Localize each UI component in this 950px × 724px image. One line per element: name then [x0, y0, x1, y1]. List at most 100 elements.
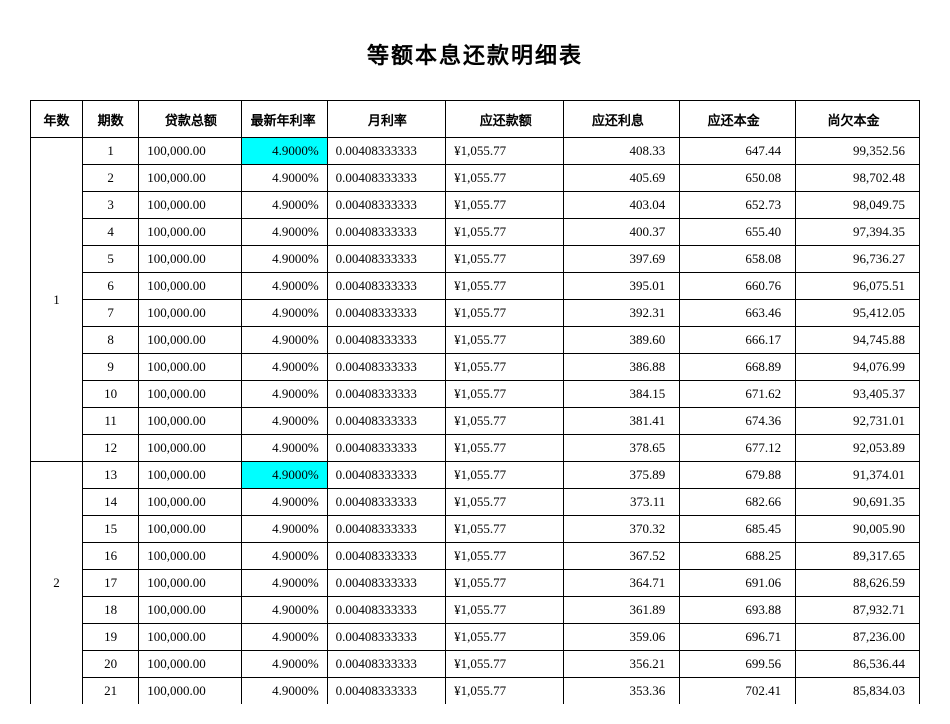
cell-prin: 652.73: [680, 192, 796, 219]
cell-bal: 93,405.37: [796, 381, 920, 408]
cell-prin: 682.66: [680, 489, 796, 516]
cell-prin: 693.88: [680, 597, 796, 624]
cell-period: 11: [83, 408, 139, 435]
cell-prin: 650.08: [680, 165, 796, 192]
cell-rate: 4.9000%: [241, 543, 327, 570]
col-header-loan: 贷款总额: [139, 101, 241, 138]
cell-pay: ¥1,055.77: [446, 354, 564, 381]
cell-prin: 666.17: [680, 327, 796, 354]
cell-int: 395.01: [564, 273, 680, 300]
cell-mrate: 0.00408333333: [327, 273, 445, 300]
cell-loan: 100,000.00: [139, 435, 241, 462]
cell-loan: 100,000.00: [139, 516, 241, 543]
cell-int: 392.31: [564, 300, 680, 327]
cell-pay: ¥1,055.77: [446, 381, 564, 408]
cell-mrate: 0.00408333333: [327, 327, 445, 354]
cell-mrate: 0.00408333333: [327, 624, 445, 651]
cell-pay: ¥1,055.77: [446, 138, 564, 165]
table-header-row: 年数 期数 贷款总额 最新年利率 月利率 应还款额 应还利息 应还本金 尚欠本金: [31, 101, 920, 138]
cell-prin: 688.25: [680, 543, 796, 570]
cell-mrate: 0.00408333333: [327, 192, 445, 219]
cell-period: 13: [83, 462, 139, 489]
cell-int: 375.89: [564, 462, 680, 489]
cell-bal: 90,005.90: [796, 516, 920, 543]
table-row: 4100,000.004.9000%0.00408333333¥1,055.77…: [31, 219, 920, 246]
cell-bal: 92,731.01: [796, 408, 920, 435]
table-row: 2100,000.004.9000%0.00408333333¥1,055.77…: [31, 165, 920, 192]
table-row: 18100,000.004.9000%0.00408333333¥1,055.7…: [31, 597, 920, 624]
cell-pay: ¥1,055.77: [446, 543, 564, 570]
cell-int: 381.41: [564, 408, 680, 435]
cell-loan: 100,000.00: [139, 462, 241, 489]
cell-prin: 674.36: [680, 408, 796, 435]
cell-pay: ¥1,055.77: [446, 327, 564, 354]
cell-loan: 100,000.00: [139, 570, 241, 597]
cell-rate: 4.9000%: [241, 165, 327, 192]
cell-rate: 4.9000%: [241, 300, 327, 327]
cell-pay: ¥1,055.77: [446, 489, 564, 516]
cell-period: 18: [83, 597, 139, 624]
table-row: 19100,000.004.9000%0.00408333333¥1,055.7…: [31, 624, 920, 651]
cell-mrate: 0.00408333333: [327, 678, 445, 705]
cell-loan: 100,000.00: [139, 138, 241, 165]
cell-loan: 100,000.00: [139, 354, 241, 381]
table-row: 15100,000.004.9000%0.00408333333¥1,055.7…: [31, 516, 920, 543]
cell-rate: 4.9000%: [241, 246, 327, 273]
cell-period: 5: [83, 246, 139, 273]
cell-rate: 4.9000%: [241, 381, 327, 408]
cell-int: 400.37: [564, 219, 680, 246]
table-row: 17100,000.004.9000%0.00408333333¥1,055.7…: [31, 570, 920, 597]
cell-mrate: 0.00408333333: [327, 381, 445, 408]
col-header-int: 应还利息: [564, 101, 680, 138]
cell-rate: 4.9000%: [241, 192, 327, 219]
cell-pay: ¥1,055.77: [446, 570, 564, 597]
cell-loan: 100,000.00: [139, 300, 241, 327]
cell-loan: 100,000.00: [139, 246, 241, 273]
cell-int: 386.88: [564, 354, 680, 381]
cell-bal: 96,736.27: [796, 246, 920, 273]
cell-bal: 85,834.03: [796, 678, 920, 705]
cell-loan: 100,000.00: [139, 489, 241, 516]
cell-int: 397.69: [564, 246, 680, 273]
cell-int: 353.36: [564, 678, 680, 705]
cell-pay: ¥1,055.77: [446, 624, 564, 651]
cell-loan: 100,000.00: [139, 408, 241, 435]
cell-prin: 658.08: [680, 246, 796, 273]
cell-prin: 691.06: [680, 570, 796, 597]
cell-rate: 4.9000%: [241, 462, 327, 489]
cell-bal: 96,075.51: [796, 273, 920, 300]
cell-period: 15: [83, 516, 139, 543]
cell-int: 364.71: [564, 570, 680, 597]
cell-bal: 88,626.59: [796, 570, 920, 597]
amortization-table: 年数 期数 贷款总额 最新年利率 月利率 应还款额 应还利息 应还本金 尚欠本金…: [30, 100, 920, 704]
cell-pay: ¥1,055.77: [446, 246, 564, 273]
cell-rate: 4.9000%: [241, 138, 327, 165]
col-header-prin: 应还本金: [680, 101, 796, 138]
col-header-year: 年数: [31, 101, 83, 138]
cell-int: 403.04: [564, 192, 680, 219]
cell-bal: 91,374.01: [796, 462, 920, 489]
cell-period: 21: [83, 678, 139, 705]
cell-period: 9: [83, 354, 139, 381]
cell-period: 10: [83, 381, 139, 408]
cell-bal: 89,317.65: [796, 543, 920, 570]
cell-prin: 671.62: [680, 381, 796, 408]
cell-period: 1: [83, 138, 139, 165]
cell-mrate: 0.00408333333: [327, 489, 445, 516]
cell-mrate: 0.00408333333: [327, 138, 445, 165]
cell-pay: ¥1,055.77: [446, 273, 564, 300]
table-row: 14100,000.004.9000%0.00408333333¥1,055.7…: [31, 489, 920, 516]
cell-int: 370.32: [564, 516, 680, 543]
cell-pay: ¥1,055.77: [446, 300, 564, 327]
cell-period: 17: [83, 570, 139, 597]
cell-bal: 87,932.71: [796, 597, 920, 624]
cell-prin: 663.46: [680, 300, 796, 327]
cell-bal: 98,049.75: [796, 192, 920, 219]
table-row: 5100,000.004.9000%0.00408333333¥1,055.77…: [31, 246, 920, 273]
table-row: 12100,000.004.9000%0.00408333333¥1,055.7…: [31, 435, 920, 462]
cell-rate: 4.9000%: [241, 678, 327, 705]
cell-loan: 100,000.00: [139, 678, 241, 705]
table-row: 9100,000.004.9000%0.00408333333¥1,055.77…: [31, 354, 920, 381]
cell-prin: 679.88: [680, 462, 796, 489]
cell-bal: 99,352.56: [796, 138, 920, 165]
